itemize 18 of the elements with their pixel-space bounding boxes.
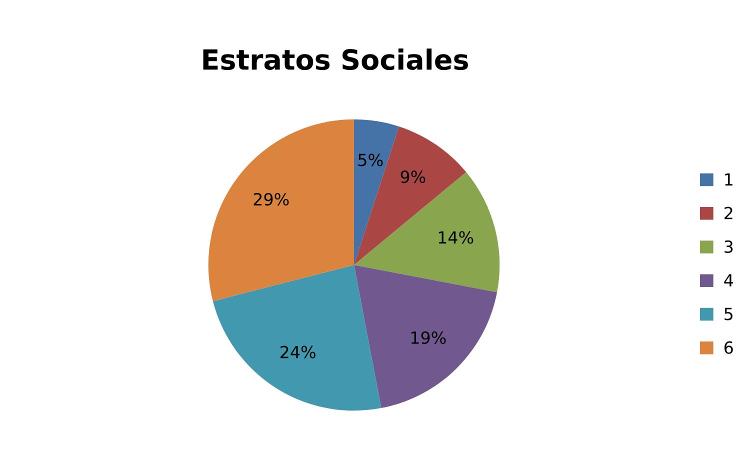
- legend-label: 6: [724, 341, 733, 354]
- pie-slice: [354, 119, 399, 265]
- legend-label: 2: [724, 206, 732, 220]
- legend-label: 1: [725, 173, 732, 186]
- legend-label: 5: [724, 308, 732, 320]
- data-label: 9%: [400, 170, 426, 184]
- pie-slice: [354, 172, 500, 292]
- data-label: 29%: [254, 192, 289, 206]
- pie-slice: [212, 265, 382, 411]
- data-label: 19%: [411, 331, 446, 344]
- pie-slice: [354, 265, 498, 408]
- pie-slice: [208, 119, 354, 302]
- data-label: 14%: [438, 231, 474, 244]
- chart-title: Estratos Sociales: [203, 48, 468, 70]
- legend-label: 4: [724, 274, 734, 286]
- data-label: 5%: [358, 154, 383, 166]
- data-label: 24%: [280, 346, 316, 358]
- legend-label: 3: [724, 240, 733, 254]
